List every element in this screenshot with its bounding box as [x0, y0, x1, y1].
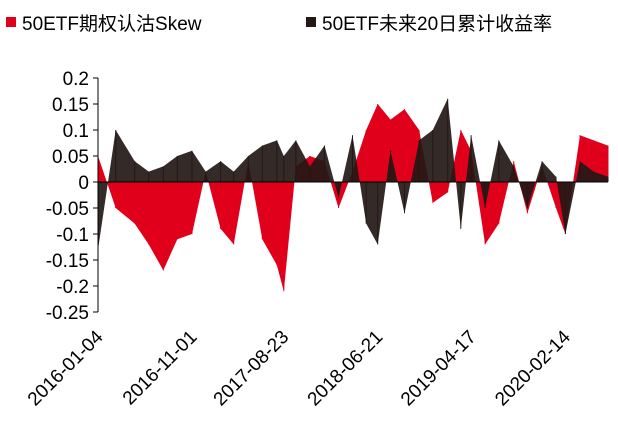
- series-area-0: [98, 104, 608, 292]
- x-tick-label: 2018-06-21: [304, 327, 388, 411]
- legend-swatch-skew: [6, 17, 16, 27]
- legend-label-return: 50ETF未来20日累计收益率: [322, 13, 552, 35]
- y-tick-label: 0.2: [63, 69, 89, 90]
- y-tick-label: 0.1: [63, 121, 89, 142]
- legend: 50ETF期权认沽Skew 50ETF未来20日累计收益率: [6, 13, 552, 35]
- y-tick-label: -0.05: [46, 199, 89, 220]
- y-tick-label: -0.15: [46, 251, 89, 272]
- x-tick-label: 2017-08-23: [210, 327, 294, 411]
- legend-swatch-return: [306, 17, 316, 27]
- plot-series: [97, 98, 609, 292]
- y-tick-label: 0.05: [52, 147, 89, 168]
- y-tick-label: -0.2: [56, 277, 89, 298]
- x-tick-label: 2020-02-14: [491, 326, 575, 410]
- y-tick-label: -0.25: [46, 303, 89, 324]
- y-tick-label: -0.1: [56, 225, 89, 246]
- x-axis: 2016-01-04 2016-11-01 2017-08-23 2018-06-21…: [24, 326, 575, 410]
- y-tick-label: 0: [78, 173, 89, 194]
- x-tick-label: 2016-11-01: [119, 327, 202, 410]
- y-tick-label: 0.15: [52, 95, 89, 116]
- x-tick-label: 2019-04-17: [397, 327, 481, 411]
- legend-label-skew: 50ETF期权认沽Skew: [22, 13, 202, 35]
- x-tick-label: 2016-01-04: [24, 326, 108, 410]
- y-axis: 0.2 0.15 0.1 0.05 0 -0.05 -0.1 -0.15 -0.2 -0.25: [46, 69, 99, 324]
